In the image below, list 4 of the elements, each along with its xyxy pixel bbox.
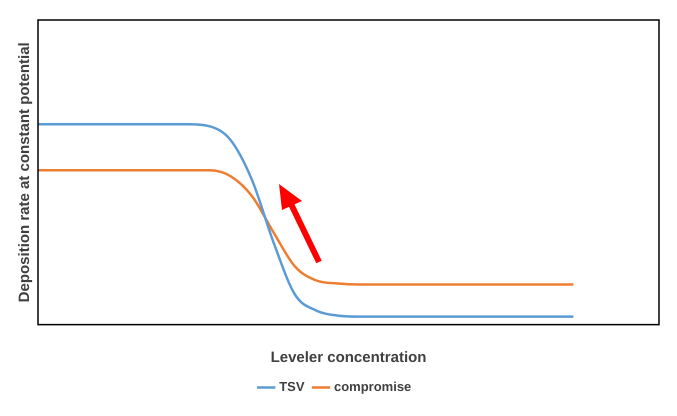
legend-label: compromise: [334, 379, 412, 394]
y-axis-title: Deposition rate at constant potential: [16, 42, 34, 302]
legend-label: TSV: [279, 379, 305, 394]
x-axis-title: Leveler concentration: [270, 349, 426, 366]
